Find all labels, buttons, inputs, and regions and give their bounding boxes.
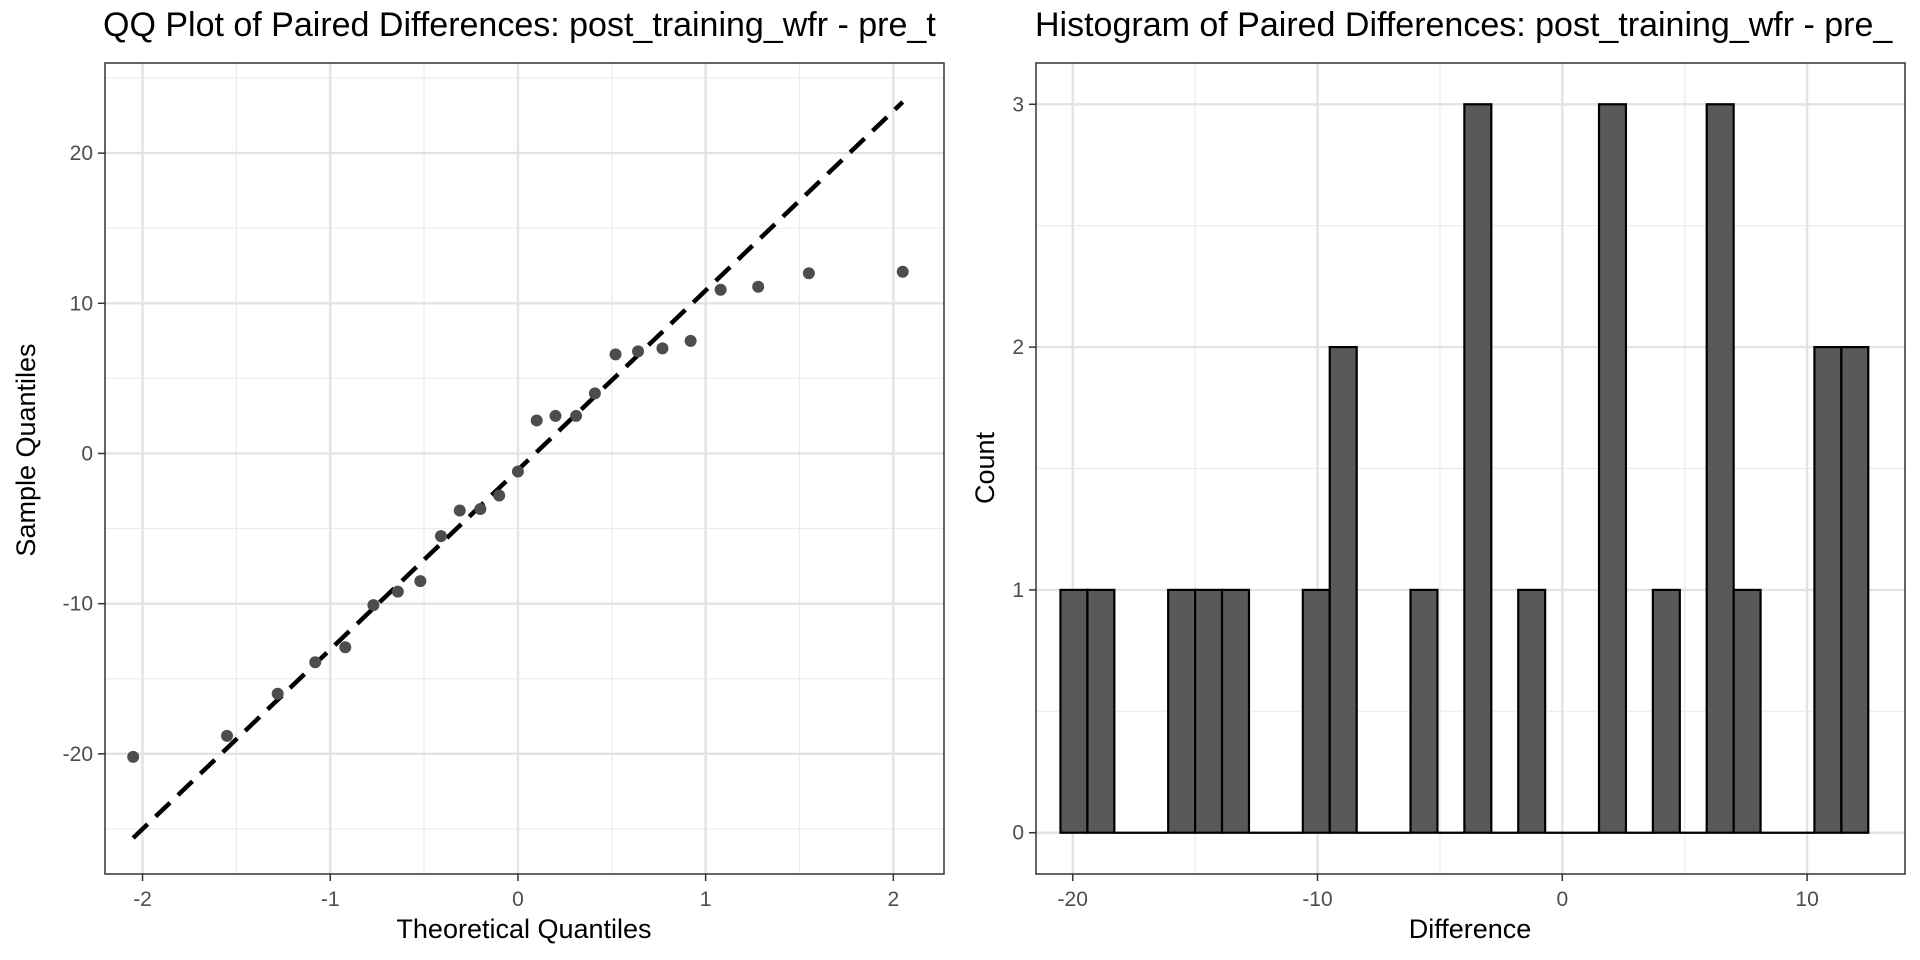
qq-point — [339, 641, 352, 654]
x-tick-label: -20 — [1058, 888, 1088, 911]
y-tick-label: 1 — [1012, 579, 1024, 602]
qq-point — [493, 489, 506, 502]
qq-point — [221, 729, 234, 742]
qq-plot-title: QQ Plot of Paired Differences: post_trai… — [103, 6, 936, 44]
histogram-bar — [1167, 588, 1197, 834]
histogram-bar — [1597, 103, 1628, 834]
qq-point — [684, 334, 697, 347]
qq-point — [656, 342, 669, 355]
y-tick-label: -20 — [63, 743, 93, 766]
x-tick-label: -1 — [321, 888, 340, 911]
histogram-bar — [1409, 588, 1439, 834]
histogram-bar — [1086, 588, 1116, 834]
histogram-bar — [1651, 588, 1681, 834]
qq-point — [752, 280, 765, 293]
histogram-y-axis-title: Count — [970, 431, 1000, 504]
qq-point — [714, 283, 727, 296]
histogram-bar — [1301, 588, 1331, 834]
y-tick-label: 20 — [70, 142, 93, 165]
histogram-bar — [1328, 345, 1358, 834]
histogram-bar — [1463, 103, 1493, 834]
y-tick-label: 2 — [1012, 336, 1024, 359]
x-tick-label: 10 — [1795, 888, 1818, 911]
qq-point — [896, 265, 909, 278]
qq-point — [127, 750, 140, 763]
plot-background — [105, 63, 944, 874]
histogram-x-axis-title: Difference — [1409, 914, 1532, 944]
x-tick-label: -10 — [1302, 888, 1332, 911]
histogram-panel: -20 -10 0 10 0 1 2 3 — [1012, 62, 1906, 911]
qq-point — [802, 267, 815, 280]
qq-point — [632, 345, 645, 358]
y-tick-label: 0 — [81, 442, 93, 465]
histogram-bar — [1059, 588, 1089, 834]
qq-point — [570, 409, 583, 422]
x-tick-label: 1 — [700, 888, 712, 911]
qq-point — [391, 585, 404, 598]
x-tick-label: -2 — [133, 888, 152, 911]
plot-border — [1035, 62, 1906, 875]
x-tick-label: 0 — [512, 888, 524, 911]
histogram-bar — [1840, 345, 1870, 834]
histogram-bar — [1732, 588, 1762, 834]
qq-point — [309, 656, 322, 669]
x-tick-label: 0 — [1556, 888, 1568, 911]
qq-point — [453, 504, 466, 517]
histogram-bar — [1813, 345, 1843, 834]
qq-point — [549, 409, 562, 422]
qq-y-axis-title: Sample Quantiles — [11, 343, 41, 556]
histogram-bar — [1705, 103, 1735, 834]
histogram-bar — [1220, 588, 1251, 834]
y-tick-label: 0 — [1012, 822, 1024, 845]
qq-x-axis-title: Theoretical Quantiles — [396, 914, 651, 944]
qq-point — [609, 348, 622, 361]
qq-point — [588, 387, 601, 400]
qq-point — [474, 503, 487, 516]
histogram-title: Histogram of Paired Differences: post_tr… — [1035, 6, 1893, 44]
qq-point — [511, 465, 524, 478]
y-tick-label: 3 — [1012, 93, 1024, 116]
qq-point — [367, 599, 380, 612]
histogram-bar — [1517, 588, 1547, 834]
histogram-bar — [1194, 588, 1224, 834]
y-tick-label: 10 — [70, 292, 93, 315]
x-tick-label: 2 — [887, 888, 899, 911]
qq-point — [414, 575, 427, 588]
qq-point — [271, 687, 284, 700]
qq-point — [434, 530, 447, 543]
y-tick-label: -10 — [63, 593, 93, 616]
qq-point — [530, 414, 543, 427]
plot-border — [104, 62, 945, 875]
